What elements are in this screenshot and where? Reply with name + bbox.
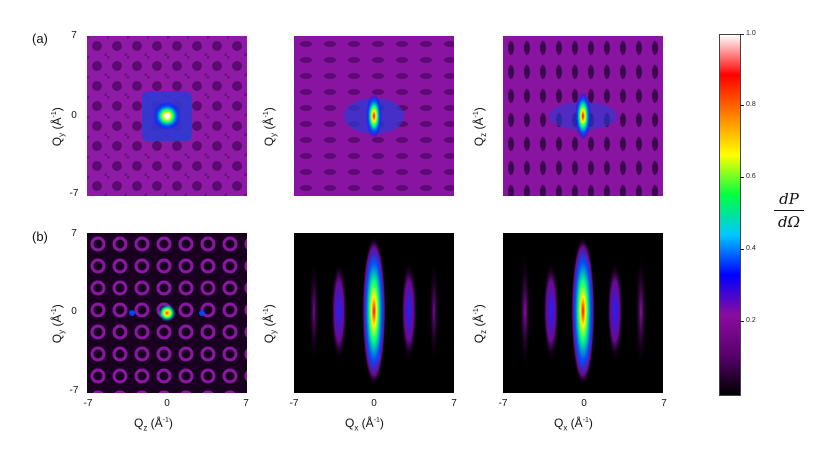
- ylabel-a2: Qy (Å-1): [261, 107, 279, 147]
- ytick-a-max: 7: [71, 30, 77, 41]
- panel-a-qx-qz: [503, 36, 663, 196]
- colorbar-tick-1: 1.0: [746, 30, 756, 37]
- xlabel-b3: Qx (Å-1): [554, 416, 593, 433]
- colorbar-tickmark: [740, 249, 744, 250]
- row-a-label: (a): [32, 31, 48, 46]
- colorbar-tickmark: [740, 34, 744, 35]
- colorbar-tickmark: [740, 105, 744, 106]
- xtick-b1-mid: 0: [164, 398, 170, 409]
- xtick-b3-mid: 0: [581, 398, 587, 409]
- xlabel-b2: Qx (Å-1): [345, 416, 384, 433]
- colorbar: [719, 34, 741, 396]
- colorbar-tick-5: 0.2: [746, 317, 756, 324]
- ytick-b-min: -7: [69, 385, 79, 396]
- panel-b-qz-qy: [87, 233, 247, 393]
- colorbar-tickmark: [740, 321, 744, 322]
- xtick-b3-max: 7: [661, 398, 667, 409]
- ylabel-a1: Qy (Å-1): [49, 107, 67, 147]
- row-b-label: (b): [32, 229, 48, 244]
- colorbar-label: dP dΩ: [772, 190, 806, 231]
- panel-b-qx-qy: [294, 233, 454, 393]
- panel-a-qz-qy: [87, 36, 247, 196]
- colorbar-tickmark: [740, 177, 744, 178]
- ylabel-b1: Qy (Å-1): [49, 304, 67, 344]
- panel-b-qx-qz: [503, 233, 663, 393]
- ylabel-b3: Qz (Å-1): [471, 304, 489, 344]
- ytick-b-max: 7: [71, 228, 77, 239]
- colorbar-tick-4: 0.4: [746, 245, 756, 252]
- xtick-b2-mid: 0: [371, 398, 377, 409]
- xtick-b2-min: -7: [289, 398, 299, 409]
- colorbar-label-denominator: dΩ: [777, 213, 801, 231]
- ytick-a-mid: 0: [71, 110, 77, 121]
- colorbar-tick-2: 0.8: [746, 101, 756, 108]
- ylabel-b2: Qy (Å-1): [261, 304, 279, 344]
- colorbar-tick-3: 0.6: [746, 173, 756, 180]
- xtick-b1-max: 7: [243, 398, 249, 409]
- xlabel-b1: Qz (Å-1): [134, 416, 173, 433]
- xtick-b2-max: 7: [451, 398, 457, 409]
- xtick-b3-min: -7: [498, 398, 508, 409]
- ylabel-a3: Qz (Å-1): [471, 107, 489, 147]
- xtick-b1-min: -7: [83, 398, 93, 409]
- colorbar-label-divider: [774, 210, 804, 211]
- panel-a-qx-qy: [294, 36, 454, 196]
- ytick-a-min: -7: [69, 188, 79, 199]
- colorbar-label-numerator: dP: [779, 190, 799, 208]
- ytick-b-mid: 0: [71, 306, 77, 317]
